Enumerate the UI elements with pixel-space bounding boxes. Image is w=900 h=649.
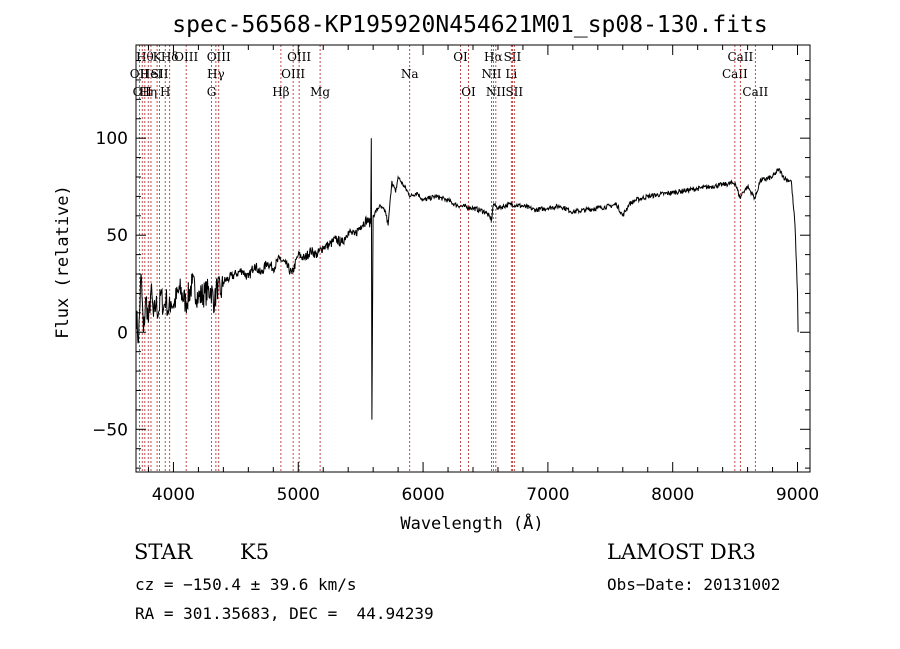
line-label-11: Hγ [207, 67, 225, 81]
line-label-21: Hα [484, 50, 503, 64]
line-label-27: CaII [727, 50, 753, 64]
line-label-13: Hβ [272, 85, 289, 99]
coordinates: RA = 301.35683, DEC = 44.94239 [135, 604, 434, 623]
line-label-3: Hη [139, 85, 157, 99]
line-markers: OIIOIIHθHηHeIKSIIHHδOIIIGHγOIIIHβOIIIOII… [130, 45, 768, 472]
line-label-9: OIII [174, 50, 198, 64]
obs-date: Obs−Date: 20131002 [607, 575, 781, 594]
line-label-14: OIII [281, 67, 305, 81]
star-class: STAR [134, 540, 193, 564]
x-axis-label: Wavelength (Å) [400, 512, 543, 534]
line-label-15: OIII [287, 50, 311, 64]
line-label-20: NII [481, 67, 501, 81]
line-label-28: CaII [742, 85, 768, 99]
y-tick-label-1: 0 [117, 323, 128, 343]
spectrum-series [135, 138, 799, 420]
redshift-text: cz = −150.4 ± 39.6 km/s [135, 575, 357, 594]
x-tick-label-1: 5000 [277, 485, 320, 505]
y-tick-label-0: −50 [92, 420, 128, 440]
line-label-6: SII [151, 67, 169, 81]
line-label-16: Mg [310, 85, 330, 99]
line-label-24: SII [504, 50, 522, 64]
line-label-26: CaII [722, 67, 748, 81]
line-label-1: OII [133, 85, 153, 99]
axis-ticks: 4000 5000 6000 7000 8000 9000 −50 0 50 100 [92, 45, 819, 505]
line-label-0: OII [130, 67, 150, 81]
line-label-22: NII [486, 85, 506, 99]
y-tick-label-2: 50 [106, 226, 128, 246]
line-label-23: Li [505, 67, 517, 81]
line-label-12: OIII [207, 50, 231, 64]
spectrum-line [135, 138, 799, 420]
chart-title: spec-56568-KP195920N454621M01_sp08-130.f… [172, 12, 767, 38]
y-tick-label-3: 100 [96, 129, 128, 149]
line-label-5: K [153, 50, 163, 64]
line-label-10: G [207, 85, 217, 99]
x-tick-label-4: 8000 [651, 485, 694, 505]
line-label-8: Hδ [161, 50, 179, 64]
x-tick-label-5: 9000 [776, 485, 819, 505]
x-tick-label-3: 7000 [526, 485, 569, 505]
survey-name: LAMOST DR3 [607, 540, 756, 564]
line-label-17: Na [401, 67, 419, 81]
star-subclass: K5 [240, 540, 270, 564]
line-label-19: OI [461, 85, 476, 99]
line-label-7: H [160, 85, 170, 99]
line-label-25: SII [505, 85, 523, 99]
x-tick-label-2: 6000 [401, 485, 444, 505]
x-tick-label-0: 4000 [152, 485, 195, 505]
plot-frame [135, 44, 811, 473]
y-axis-label: Flux (relative) [53, 185, 73, 339]
line-label-18: OI [453, 50, 468, 64]
